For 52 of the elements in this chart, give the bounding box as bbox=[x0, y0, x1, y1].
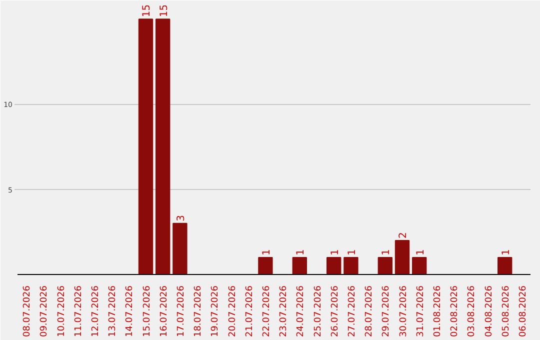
x-tick-label: 20.07.2026 bbox=[228, 285, 238, 338]
data-label: 15 bbox=[142, 4, 153, 18]
x-tick-label: 29.07.2026 bbox=[382, 285, 392, 338]
bar bbox=[156, 18, 170, 274]
bar bbox=[412, 256, 427, 274]
bar bbox=[172, 222, 188, 274]
x-tick-label: 19.07.2026 bbox=[210, 285, 221, 338]
x-tick-label: 03.08.2026 bbox=[467, 285, 478, 338]
bar bbox=[378, 256, 392, 274]
x-tick-label: 24.07.2026 bbox=[296, 285, 306, 338]
x-tick-label: 08.07.2026 bbox=[22, 285, 33, 338]
bar bbox=[292, 256, 307, 274]
x-tick-label: 28.07.2026 bbox=[364, 285, 375, 338]
x-tick-label: 09.07.2026 bbox=[40, 285, 50, 338]
x-tick-label: 02.08.2026 bbox=[450, 285, 460, 338]
x-tick-label: 05.08.2026 bbox=[501, 285, 512, 338]
x-tick-label: 12.07.2026 bbox=[90, 285, 101, 338]
data-label: 1 bbox=[381, 249, 392, 256]
x-tick-label: 10.07.2026 bbox=[56, 285, 67, 338]
x-tick-label: 16.07.2026 bbox=[159, 285, 170, 338]
x-tick-label: 17.07.2026 bbox=[176, 285, 186, 338]
x-tick-label: 26.07.2026 bbox=[330, 285, 340, 338]
x-tick-label: 13.07.2026 bbox=[108, 285, 118, 338]
x-tick-label: 23.07.2026 bbox=[279, 285, 290, 338]
data-label: 1 bbox=[346, 249, 358, 256]
x-tick-label: 01.08.2026 bbox=[432, 285, 443, 338]
bar bbox=[394, 240, 410, 274]
bar bbox=[498, 256, 512, 274]
x-tick-label: 04.08.2026 bbox=[484, 285, 494, 338]
data-label: 1 bbox=[415, 249, 426, 256]
x-tick-label: 22.07.2026 bbox=[262, 285, 272, 338]
x-tick-label: 11.07.2026 bbox=[74, 285, 84, 338]
data-label: 2 bbox=[398, 232, 410, 238]
bar bbox=[258, 256, 273, 274]
data-label: 15 bbox=[158, 4, 170, 18]
bar bbox=[344, 256, 358, 274]
x-tick-label: 27.07.2026 bbox=[347, 285, 358, 338]
x-tick-label: 21.07.2026 bbox=[244, 285, 255, 338]
x-tick-label: 14.07.2026 bbox=[125, 285, 136, 338]
data-label: 1 bbox=[296, 249, 307, 256]
bar bbox=[326, 256, 342, 274]
x-tick-label: 25.07.2026 bbox=[313, 285, 324, 338]
x-tick-label: 18.07.2026 bbox=[194, 285, 204, 338]
data-label: 1 bbox=[500, 249, 512, 256]
data-label: 1 bbox=[330, 249, 341, 256]
x-tick-label: 06.08.2026 bbox=[518, 285, 528, 338]
bar bbox=[138, 18, 154, 274]
x-tick-label: 30.07.2026 bbox=[398, 285, 409, 338]
data-label: 3 bbox=[176, 215, 187, 222]
x-tick-label: 31.07.2026 bbox=[416, 285, 426, 338]
data-label: 1 bbox=[261, 249, 272, 256]
x-tick-label: 15.07.2026 bbox=[142, 285, 152, 338]
